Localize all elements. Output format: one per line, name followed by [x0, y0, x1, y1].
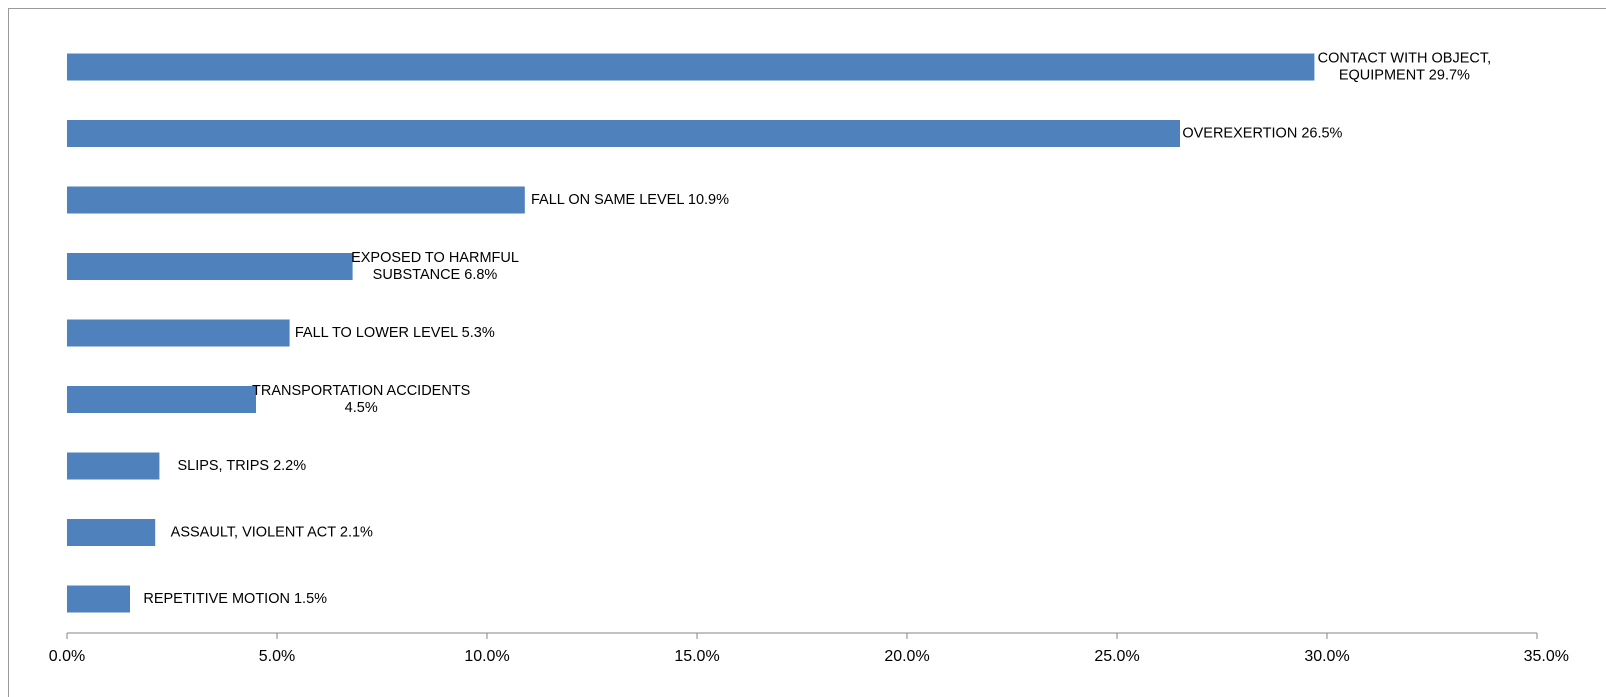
x-tick-label: 35.0%: [1524, 648, 1569, 665]
bar-label-line: FALL ON SAME LEVEL 10.9%: [531, 192, 729, 208]
x-axis: 0.0% 5.0% 10.0% 15.0% 20.0% 25.0% 30.0% 35.0%: [49, 632, 1569, 665]
bar: [67, 386, 256, 413]
bar: [67, 319, 290, 347]
bar: [67, 585, 130, 613]
x-tick-label: 5.0%: [259, 648, 295, 665]
bar-labels-layer: CONTACT WITH OBJECT, EQUIPMENT 29.7% OVERE…: [143, 50, 1491, 607]
bar-label: OVEREXERTION 26.5%: [1182, 125, 1342, 141]
bar-label-line: CONTACT WITH OBJECT,: [1318, 50, 1491, 66]
bar: [67, 186, 525, 214]
bar: [67, 519, 156, 546]
bar-label: FALL TO LOWER LEVEL 5.3%: [295, 325, 495, 341]
bar: [67, 253, 353, 280]
bar-label: TRANSPORTATION ACCIDENTS 4.5%: [252, 383, 470, 416]
bar-label: REPETITIVE MOTION 1.5%: [143, 591, 327, 607]
bar-label-line: FALL TO LOWER LEVEL 5.3%: [295, 325, 495, 341]
bar-label: SLIPS, TRIPS 2.2%: [177, 458, 306, 474]
bar-label-line: TRANSPORTATION ACCIDENTS: [252, 383, 470, 399]
bar-label-line: EQUIPMENT 29.7%: [1339, 67, 1470, 83]
bar-label-line: 4.5%: [345, 400, 378, 416]
bars-layer: [67, 53, 1315, 613]
x-tick-label: 15.0%: [674, 648, 719, 665]
bar-label: CONTACT WITH OBJECT, EQUIPMENT 29.7%: [1318, 50, 1491, 83]
bar-label-line: REPETITIVE MOTION 1.5%: [143, 591, 327, 607]
x-tick-label: 10.0%: [464, 648, 509, 665]
bar: [67, 120, 1180, 147]
bar-label: EXPOSED TO HARMFUL SUBSTANCE 6.8%: [351, 250, 519, 283]
bar: [67, 53, 1315, 81]
x-tick-label: 30.0%: [1304, 648, 1349, 665]
bar: [67, 452, 160, 480]
bar-label-line: EXPOSED TO HARMFUL: [351, 250, 519, 266]
bar-label-line: OVEREXERTION 26.5%: [1182, 125, 1342, 141]
bar-label: FALL ON SAME LEVEL 10.9%: [531, 192, 729, 208]
x-tick-label: 20.0%: [884, 648, 929, 665]
bar-label-line: ASSAULT, VIOLENT ACT 2.1%: [171, 524, 373, 540]
x-tick-label: 0.0%: [49, 648, 85, 665]
bar-label-line: SUBSTANCE 6.8%: [373, 267, 498, 283]
x-tick-label: 25.0%: [1094, 648, 1139, 665]
bar-label-line: SLIPS, TRIPS 2.2%: [177, 458, 306, 474]
bar-label: ASSAULT, VIOLENT ACT 2.1%: [171, 524, 373, 540]
chart-frame: [8, 8, 1606, 697]
